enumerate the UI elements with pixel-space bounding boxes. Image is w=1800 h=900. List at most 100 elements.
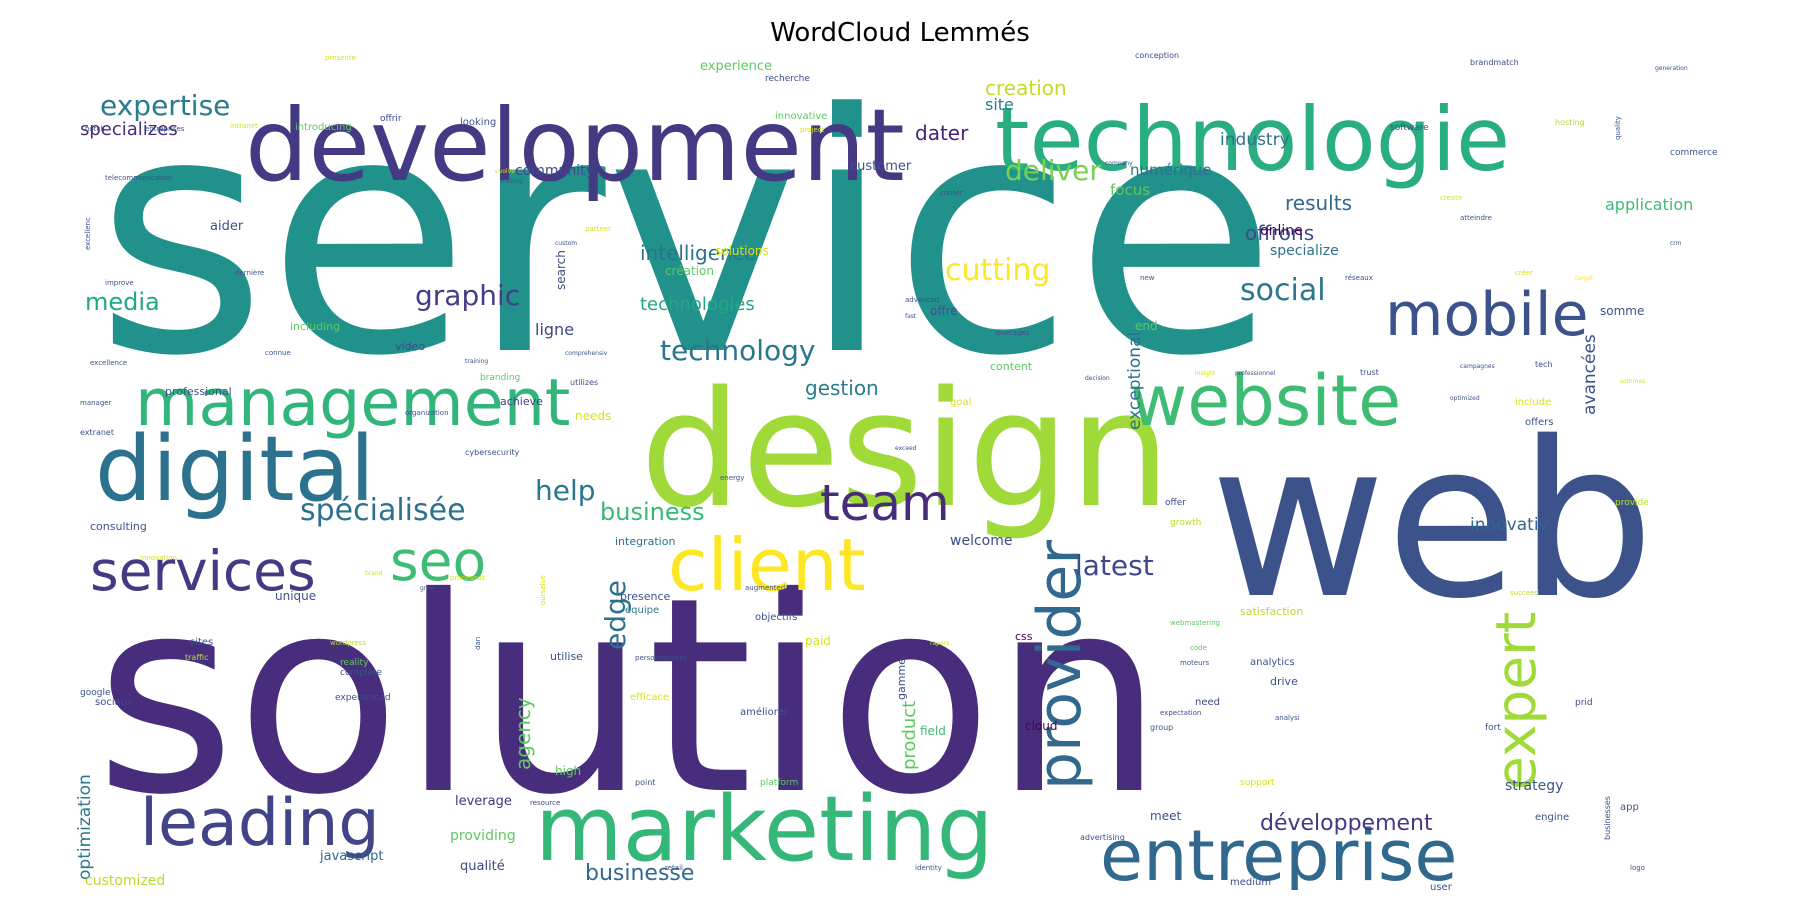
word-specializes: specializes [80,119,178,140]
word-processus: processus [450,574,485,582]
word-paid: paid [805,634,831,648]
word-businesse: businesse [585,861,694,886]
word-specialize: specialize [1270,243,1339,259]
word-organization: organization [405,409,449,417]
word-including: including [290,320,340,333]
word-online: online [1260,223,1303,239]
word-quality: quality [1614,116,1622,140]
word-sociaux: sociaux [95,697,133,708]
word-focus: focus [1110,181,1150,199]
word-comprehensiv: comprehensiv [565,350,608,357]
word-intelligence: intelligence [640,241,756,265]
word-professionnel: professionnel [1235,370,1276,377]
word-leverages: leverages [995,329,1030,337]
word-energy: energy [720,474,744,482]
word-cloud: cloud [1025,719,1058,733]
word-results: results [1285,191,1352,215]
word-succeed: succeed [1510,589,1539,597]
word-prid: prid [1575,698,1593,708]
word-technologies: technologies [640,294,755,315]
word-webmastering: webmastering [1170,619,1220,627]
word-logo: logo [1630,864,1645,872]
word-digital: digital [95,417,375,522]
word-expertise: expertise [100,89,230,122]
word-development: development [245,87,905,204]
word-latest: latest [1075,549,1154,582]
word-developpement: développement [1260,811,1433,836]
word-user: user [1430,882,1453,890]
word-industry: industry [1220,130,1290,150]
word-conter: conter [940,189,963,197]
word-sites: sites [190,637,213,648]
word-offers: offers [1525,417,1553,428]
word-optimized: optimized [1450,395,1480,402]
word-growth: growth [1170,518,1201,528]
word-creation: création [665,264,714,278]
word-needs: needs [575,409,611,423]
word-reality: reality [340,658,369,668]
word-tech: tech [1535,360,1553,369]
word-making: making [500,178,522,185]
word-provider: provider [1025,540,1095,790]
word-partner: partner [585,225,611,233]
word-seo: seo [390,529,486,593]
word-avancees: avancées [1580,334,1600,415]
word-entreprises: entreprises [145,125,185,133]
word-businesses: businesses [1603,796,1612,840]
word-aider: aider [210,219,244,234]
word-technologie: technologie [995,88,1510,191]
word-excellenc: excellenc [84,217,92,250]
word-intranet: intranet [230,122,258,130]
word-introducing: introducing [295,122,352,133]
word-help: help [535,474,596,507]
word-ameliorer: améliorer [740,706,789,718]
word-presente: presente [325,54,356,62]
word-experienced: experienced [335,693,391,703]
word-identity: identity [915,864,942,872]
word-meet: meet [1150,809,1181,823]
word-service: service [95,50,1277,428]
word-moteurs: moteurs [1180,659,1209,667]
word-traffic: traffic [185,653,208,662]
word-field: field [920,724,946,738]
word-resource: resource [530,799,560,807]
word-include: include [1515,397,1551,408]
word-video: video [395,340,425,353]
word-analysi: analysi [1275,714,1300,722]
word-creer: créer [1515,269,1533,277]
word-campagnes: campagnes [1460,363,1495,370]
word-brand: brand [365,570,383,577]
word-target: target [1575,275,1594,282]
word-unique: unique [275,589,316,603]
word-branding: branding [480,373,520,383]
word-customer: customer [850,159,912,174]
word-retail: retail [665,864,683,872]
word-qualite: qualité [460,859,505,874]
word-product: product [899,701,920,770]
word-strategy: strategy [1505,778,1563,794]
word-commerce: commerce [1670,148,1718,158]
word-create: create [1440,194,1462,202]
word-ligne: ligne [535,320,574,339]
word-solutions: solutions [715,244,769,258]
word-social: social [1240,273,1326,308]
word-training: training [465,358,488,365]
word-leading: leading [140,786,380,861]
word-fast: fast [905,313,917,320]
word-advertising: advertising [1080,833,1125,842]
word-specialisee: spécialisée [300,493,466,528]
word-offrons: offrons [1245,221,1314,245]
word-personnalisees: personnalisées [635,654,688,662]
word-professional: professional [165,385,232,398]
word-support: support [1240,778,1275,788]
word-management: management [135,366,570,441]
word-company: company [1105,160,1133,167]
word-reseaux: réseaux [1345,274,1373,282]
word-software: software [1390,123,1429,133]
word-exceed: exceed [895,445,917,452]
word-augmented: augmented [745,584,785,592]
word-integration: integration [615,535,675,548]
word-creation: creation [985,76,1067,100]
word-innovation: innovation [140,554,177,562]
